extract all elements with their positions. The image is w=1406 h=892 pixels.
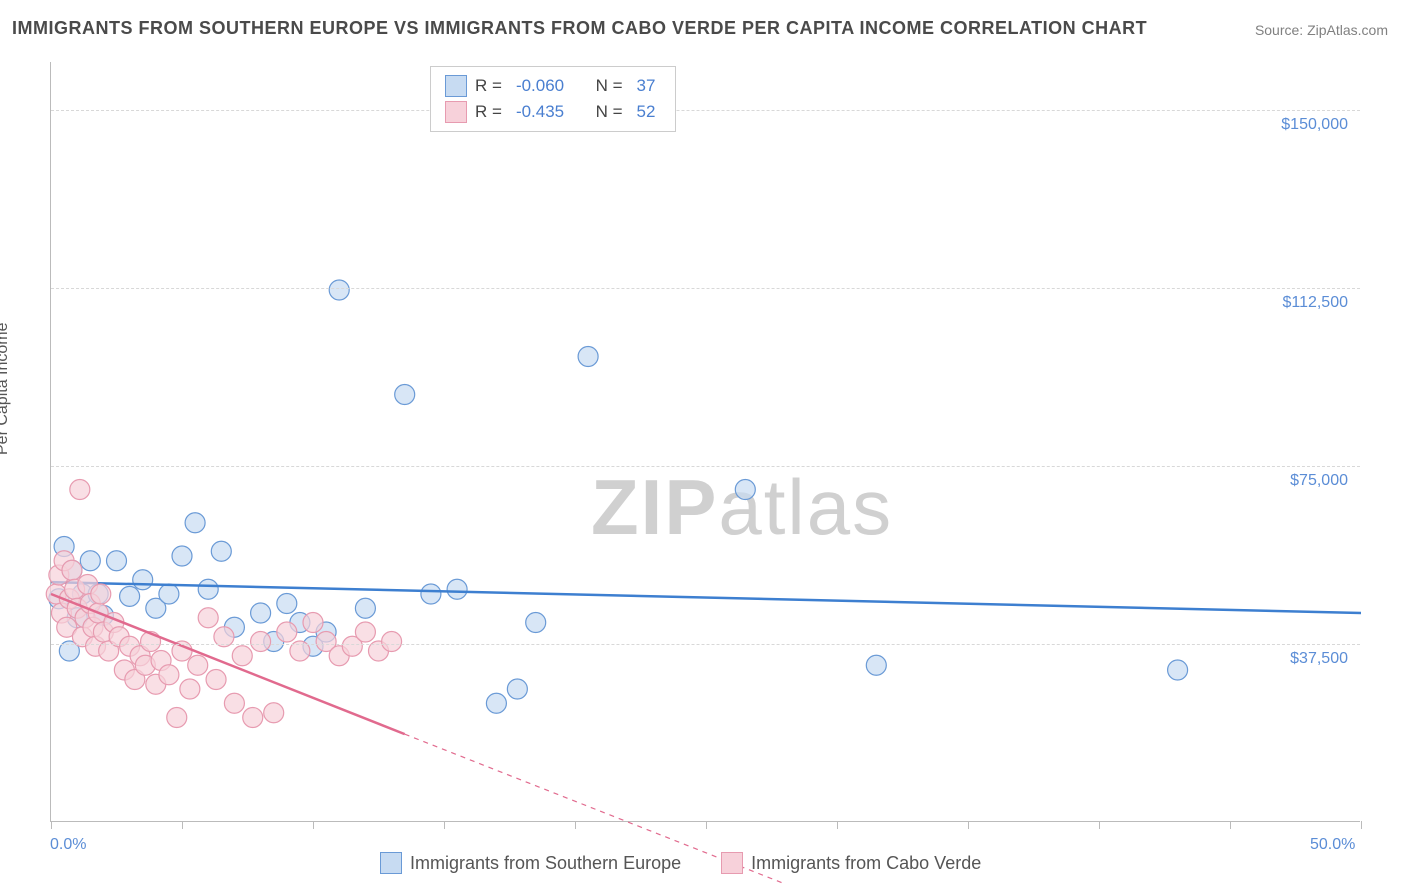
legend-row: R = -0.060 N = 37 — [445, 73, 661, 99]
data-point — [232, 646, 252, 666]
trend-line — [51, 582, 1361, 613]
data-point — [243, 708, 263, 728]
data-point — [188, 655, 208, 675]
data-point — [526, 613, 546, 633]
data-point — [303, 613, 323, 633]
legend-n-label: N = — [596, 76, 623, 96]
data-point — [70, 480, 90, 500]
data-point — [107, 551, 127, 571]
data-point — [251, 603, 271, 623]
x-tick — [444, 821, 445, 829]
data-point — [382, 632, 402, 652]
data-point — [264, 703, 284, 723]
data-point — [421, 584, 441, 604]
data-point — [277, 594, 297, 614]
data-point — [211, 541, 231, 561]
legend-series: Immigrants from Southern Europe Immigrant… — [380, 852, 981, 874]
x-min-label: 0.0% — [50, 836, 86, 854]
legend-r-value: -0.060 — [516, 76, 564, 96]
data-point — [866, 655, 886, 675]
legend-swatch — [380, 852, 402, 874]
legend-n-value: 52 — [637, 102, 656, 122]
data-point — [355, 598, 375, 618]
legend-series-name: Immigrants from Cabo Verde — [751, 853, 981, 874]
x-tick — [1230, 821, 1231, 829]
data-point — [198, 608, 218, 628]
data-point — [133, 570, 153, 590]
legend-r-value: -0.435 — [516, 102, 564, 122]
data-point — [486, 693, 506, 713]
x-tick — [968, 821, 969, 829]
legend-r-label: R = — [475, 76, 502, 96]
data-point — [62, 560, 82, 580]
x-tick — [1099, 821, 1100, 829]
data-point — [180, 679, 200, 699]
data-point — [167, 708, 187, 728]
data-point — [251, 632, 271, 652]
data-point — [159, 584, 179, 604]
x-tick — [1361, 821, 1362, 829]
data-point — [159, 665, 179, 685]
x-tick — [575, 821, 576, 829]
legend-series-name: Immigrants from Southern Europe — [410, 853, 681, 874]
x-tick — [706, 821, 707, 829]
y-tick-label: $112,500 — [1282, 294, 1348, 312]
y-tick-label: $75,000 — [1290, 472, 1348, 490]
gridline-h — [51, 110, 1360, 111]
data-point — [277, 622, 297, 642]
legend-r-label: R = — [475, 102, 502, 122]
legend-n-value: 37 — [637, 76, 656, 96]
chart-title: IMMIGRANTS FROM SOUTHERN EUROPE VS IMMIG… — [12, 18, 1147, 39]
data-point — [578, 347, 598, 367]
data-point — [395, 385, 415, 405]
legend-row: R = -0.435 N = 52 — [445, 99, 661, 125]
data-point — [120, 586, 140, 606]
legend-swatch — [721, 852, 743, 874]
legend-n-label: N = — [596, 102, 623, 122]
data-point — [185, 513, 205, 533]
trend-line — [51, 594, 405, 734]
data-point — [355, 622, 375, 642]
legend-swatch — [445, 75, 467, 97]
legend-correlation: R = -0.060 N = 37 R = -0.435 N = 52 — [430, 66, 676, 132]
x-tick — [313, 821, 314, 829]
data-point — [91, 584, 111, 604]
legend-bottom-item: Immigrants from Cabo Verde — [721, 852, 981, 874]
plot-area: ZIPatlas $37,500$75,000$112,500$150,000 — [50, 62, 1360, 822]
gridline-h — [51, 288, 1360, 289]
y-axis-label: Per Capita Income — [0, 322, 12, 455]
data-point — [447, 579, 467, 599]
data-point — [1168, 660, 1188, 680]
x-tick — [182, 821, 183, 829]
gridline-h — [51, 466, 1360, 467]
data-point — [80, 551, 100, 571]
scatter-svg — [51, 62, 1360, 821]
gridline-h — [51, 644, 1360, 645]
x-max-label: 50.0% — [1310, 836, 1355, 854]
data-point — [172, 546, 192, 566]
data-point — [507, 679, 527, 699]
y-tick-label: $150,000 — [1281, 116, 1348, 134]
data-point — [224, 693, 244, 713]
data-point — [735, 480, 755, 500]
legend-swatch — [445, 101, 467, 123]
y-tick-label: $37,500 — [1290, 650, 1348, 668]
data-point — [198, 579, 218, 599]
data-point — [206, 670, 226, 690]
x-tick — [51, 821, 52, 829]
data-point — [329, 280, 349, 300]
source-label: Source: ZipAtlas.com — [1255, 22, 1388, 38]
legend-bottom-item: Immigrants from Southern Europe — [380, 852, 681, 874]
x-tick — [837, 821, 838, 829]
